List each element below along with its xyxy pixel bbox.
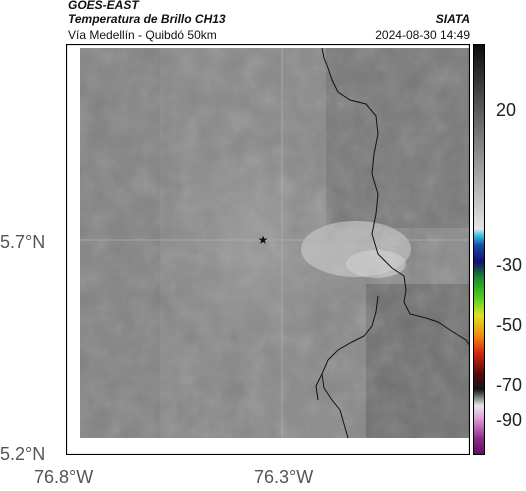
colorbar-tick-label: 20	[496, 100, 517, 120]
colorbar-tick-label: -90	[496, 410, 523, 430]
lon-tick-label: 76.8°W	[34, 467, 94, 487]
region-label: Vía Medellín - Quibdó 50km	[68, 28, 217, 42]
lon-tick-label: 76.3°W	[254, 467, 314, 487]
department-border-south	[321, 295, 379, 439]
colorbar-tick-label: -70	[496, 375, 523, 395]
map-frame	[66, 44, 470, 455]
department-border-branch	[315, 373, 323, 401]
location-star-icon: ★	[258, 233, 269, 247]
brightness-temperature-map: ★	[66, 44, 470, 455]
satellite-title: GOES-EAST	[68, 0, 139, 12]
datetime-label: 2024-08-30 14:49	[375, 28, 470, 42]
department-border	[321, 47, 470, 347]
colorbar-tick-label: -30	[496, 255, 523, 275]
lat-tick-label: 5.7°N	[0, 232, 46, 252]
colorbar-tick-label: -50	[496, 315, 523, 335]
lat-tick-label: 5.2°N	[0, 444, 46, 464]
product-title: Temperatura de Brillo CH13	[68, 12, 226, 26]
org-label: SIATA	[435, 12, 470, 26]
temperature-colorbar	[473, 44, 485, 455]
